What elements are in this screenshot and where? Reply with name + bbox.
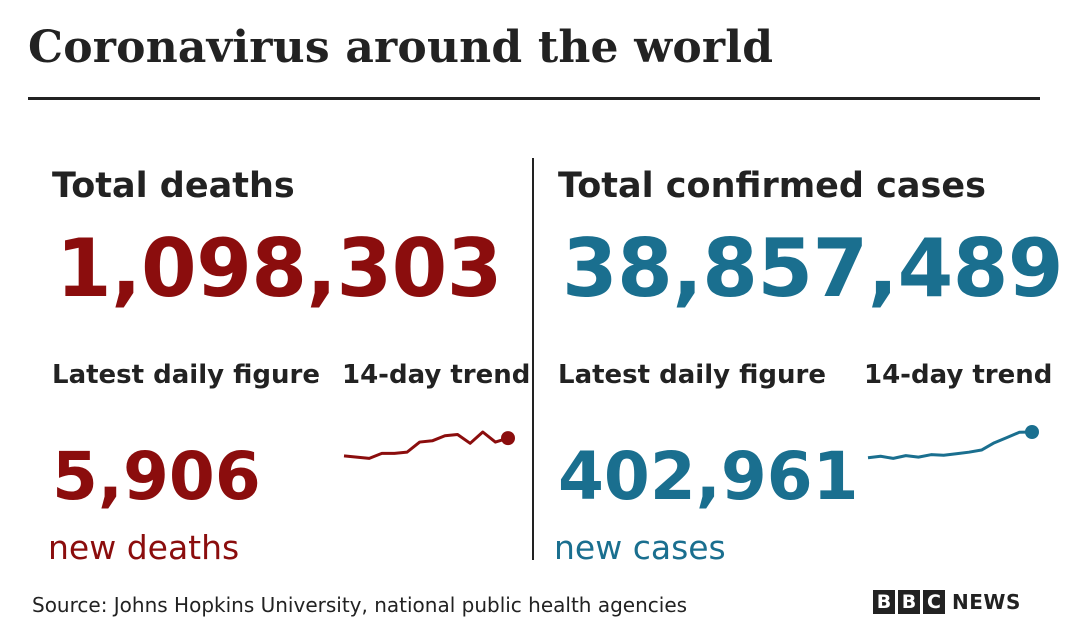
deaths-trend-chart	[343, 430, 515, 460]
new-deaths-label: new deaths	[48, 528, 240, 567]
logo-letter: B	[873, 590, 895, 614]
logo-letter: C	[923, 590, 945, 614]
source-note: Source: Johns Hopkins University, nation…	[32, 593, 688, 617]
cases-trend-end-point	[1025, 425, 1039, 439]
total-deaths-value: 1,098,303	[56, 222, 502, 315]
cases-panel: Total confirmed cases 38,857,489 Latest …	[554, 160, 1064, 570]
deaths-trend-label: 14-day trend	[342, 360, 531, 390]
cases-trend-line	[867, 430, 1033, 460]
title-rule	[28, 97, 1040, 100]
deaths-panel: Total deaths 1,098,303 Latest daily figu…	[48, 160, 552, 570]
deaths-daily-label: Latest daily figure	[52, 360, 320, 390]
bbc-news-logo: B B C NEWS	[873, 590, 1021, 614]
cases-daily-label: Latest daily figure	[558, 360, 826, 390]
new-deaths-value: 5,906	[52, 438, 261, 515]
page-title: Coronavirus around the world	[28, 22, 774, 73]
panel-divider	[532, 158, 534, 560]
cases-trend-chart	[867, 425, 1039, 460]
cases-trend-label: 14-day trend	[864, 360, 1053, 390]
cases-heading: Total confirmed cases	[558, 166, 986, 206]
deaths-trend-line	[343, 430, 509, 460]
logo-news-text: NEWS	[952, 590, 1021, 614]
new-cases-label: new cases	[554, 528, 726, 567]
new-cases-value: 402,961	[558, 438, 859, 515]
deaths-heading: Total deaths	[52, 166, 295, 206]
deaths-trend-end-point	[501, 431, 515, 446]
total-cases-value: 38,857,489	[562, 222, 1064, 315]
logo-letter: B	[898, 590, 920, 614]
